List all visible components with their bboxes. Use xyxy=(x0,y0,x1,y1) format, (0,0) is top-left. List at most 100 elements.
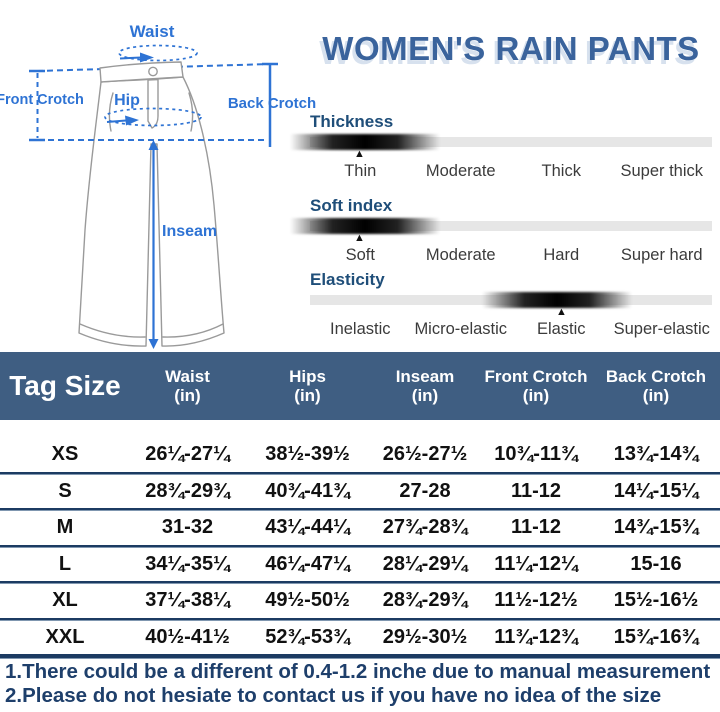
scale-level-label: Moderate xyxy=(425,246,496,264)
table-row-l: L 34¼-35¼ 46¼-47¼ 28¼-29¼ 11¼-12¼ 15-16 xyxy=(0,548,720,582)
column-header-back-crotch: Back Crotch (in) xyxy=(605,366,707,405)
table-bottom-border xyxy=(0,654,720,658)
button xyxy=(148,66,158,77)
size-table: Tag Size Waist (in) Hips (in) Inseam (in… xyxy=(0,352,720,658)
scale-level-indicator xyxy=(290,134,440,150)
scale-level-label: Soft xyxy=(345,246,375,264)
cell-inseam: 27¾-28¾ xyxy=(382,516,468,539)
scale-level-label: Super-elastic xyxy=(613,320,710,338)
cell-waist: 34¼-35¼ xyxy=(145,552,230,575)
cell-front-crotch: 11-12 xyxy=(510,516,562,539)
scale-level-label: Hard xyxy=(543,246,580,264)
scale-bar xyxy=(290,218,712,234)
elasticity-scale: Elasticity Inelastic Micro-elastic Elast… xyxy=(310,270,712,339)
cell-front-crotch: 11¾-12¾ xyxy=(494,625,578,648)
cell-waist: 40½-41½ xyxy=(145,625,230,648)
hip-label: Hip xyxy=(114,92,140,109)
table-row-xl: XL 37¼-38¼ 49½-50½ 28¾-29¾ 11½-12½ 15½-1… xyxy=(0,584,720,618)
waist-label: Waist xyxy=(130,22,175,41)
cell-hips: 46¼-47¼ xyxy=(265,552,350,575)
triangle-marker-icon xyxy=(354,148,365,161)
column-header-front-crotch: Front Crotch (in) xyxy=(484,366,588,405)
pants-outline xyxy=(78,61,225,347)
thickness-scale: Thickness Thin Moderate Thick Super thic… xyxy=(290,112,712,181)
cell-waist: 37¼-38¼ xyxy=(145,589,230,612)
hip-ellipse xyxy=(104,107,202,127)
cell-hips: 43¼-44¼ xyxy=(265,516,350,539)
waistband xyxy=(99,61,184,83)
triangle-marker-icon xyxy=(354,232,365,245)
cell-front-crotch: 10¾-11¾ xyxy=(494,443,578,466)
scale-level-label: Moderate xyxy=(425,162,496,180)
cell-inseam: 28¾-29¾ xyxy=(382,589,468,612)
cell-back-crotch: 14¾-15¾ xyxy=(613,516,699,539)
cell-back-crotch: 14¼-15¼ xyxy=(613,479,699,502)
right-cuff-line xyxy=(162,323,224,338)
cell-size: XS xyxy=(51,443,79,466)
cell-back-crotch: 13¾-14¾ xyxy=(613,443,699,466)
back-crotch-label: Back Crotch xyxy=(228,95,316,112)
cell-back-crotch: 15¾-16¾ xyxy=(613,625,699,648)
cell-hips: 49½-50½ xyxy=(265,589,350,612)
tag-size-header: Tag Size xyxy=(9,370,121,401)
cell-front-crotch: 11½-12½ xyxy=(494,589,578,612)
waist-arrow xyxy=(140,52,154,63)
scale-heading: Elasticity xyxy=(310,270,385,289)
column-header-waist: Waist (in) xyxy=(165,366,210,405)
soft-index-scale: Soft index Soft Moderate Hard Super hard xyxy=(290,196,712,265)
column-header-inseam: Inseam (in) xyxy=(395,366,455,405)
triangle-marker-icon xyxy=(556,306,567,319)
cell-inseam: 27-28 xyxy=(399,479,451,502)
row-divider xyxy=(0,471,720,475)
front-crotch-label: Front Crotch xyxy=(0,92,84,108)
size-table-header: Tag Size Waist (in) Hips (in) Inseam (in… xyxy=(0,352,720,420)
cell-size: XXL xyxy=(45,625,85,648)
scale-heading: Soft index xyxy=(310,196,393,215)
scale-level-indicator xyxy=(482,292,632,308)
scale-level-label: Super thick xyxy=(620,162,704,180)
info-panel: WOMEN'S RAIN PANTS Thickness Thin Modera… xyxy=(290,0,712,354)
note-contact: 2.Please do not hesiate to contact us if… xyxy=(5,684,662,708)
scale-bar xyxy=(290,134,712,150)
cell-size: XL xyxy=(52,589,78,612)
table-row-xxl: XXL 40½-41½ 52¾-53¾ 29½-30½ 11¾-12¾ 15¾-… xyxy=(0,621,720,655)
column-header-hips: Hips (in) xyxy=(289,366,326,405)
scale-level-label: Thick xyxy=(541,162,581,180)
cell-waist: 31-32 xyxy=(161,516,214,539)
page-title: WOMEN'S RAIN PANTS xyxy=(322,30,700,67)
cell-inseam: 29½-30½ xyxy=(382,625,468,648)
scale-bar xyxy=(310,292,712,308)
cell-hips: 40¾-41¾ xyxy=(265,479,350,502)
table-row-xs: XS 26¼-27¼ 38½-39½ 26½-27½ 10¾-11¾ 13¾-1… xyxy=(0,438,720,472)
cell-size: L xyxy=(58,552,72,575)
cell-front-crotch: 11¼-12¼ xyxy=(494,552,578,575)
cell-back-crotch: 15½-16½ xyxy=(613,589,699,612)
cell-inseam: 28¼-29¼ xyxy=(382,552,468,575)
cell-waist: 26¼-27¼ xyxy=(145,443,230,466)
row-divider xyxy=(0,617,720,621)
table-row-m: M 31-32 43¼-44¼ 27¾-28¾ 11-12 14¾-15¾ xyxy=(0,511,720,545)
scale-heading: Thickness xyxy=(310,112,394,131)
left-cuff-line xyxy=(79,323,146,338)
property-scales: Thickness Thin Moderate Thick Super thic… xyxy=(290,112,712,339)
fly xyxy=(147,78,159,129)
scale-level-label: Elastic xyxy=(536,320,586,338)
cell-hips: 52¾-53¾ xyxy=(265,625,350,648)
scale-level-label: Thin xyxy=(344,162,377,180)
hip-arrow xyxy=(125,115,139,126)
row-divider xyxy=(0,581,720,584)
row-divider xyxy=(0,508,720,511)
scale-level-indicator xyxy=(290,218,440,234)
waist-ellipse xyxy=(118,44,198,62)
scale-level-label: Super hard xyxy=(620,246,703,264)
measurement-marks xyxy=(29,44,278,349)
scale-level-label: Inelastic xyxy=(329,320,391,338)
table-row-s: S 28¾-29¾ 40¾-41¾ 27-28 11-12 14¼-15¼ xyxy=(0,475,720,509)
cell-back-crotch: 15-16 xyxy=(630,552,682,575)
cell-hips: 38½-39½ xyxy=(265,443,350,466)
cell-inseam: 26½-27½ xyxy=(382,443,468,466)
scale-level-label: Micro-elastic xyxy=(414,320,508,338)
cell-size: S xyxy=(58,479,72,502)
note-measurement: 1.There could be a different of 0.4-1.2 … xyxy=(5,660,711,683)
cell-waist: 28¾-29¾ xyxy=(145,479,230,502)
